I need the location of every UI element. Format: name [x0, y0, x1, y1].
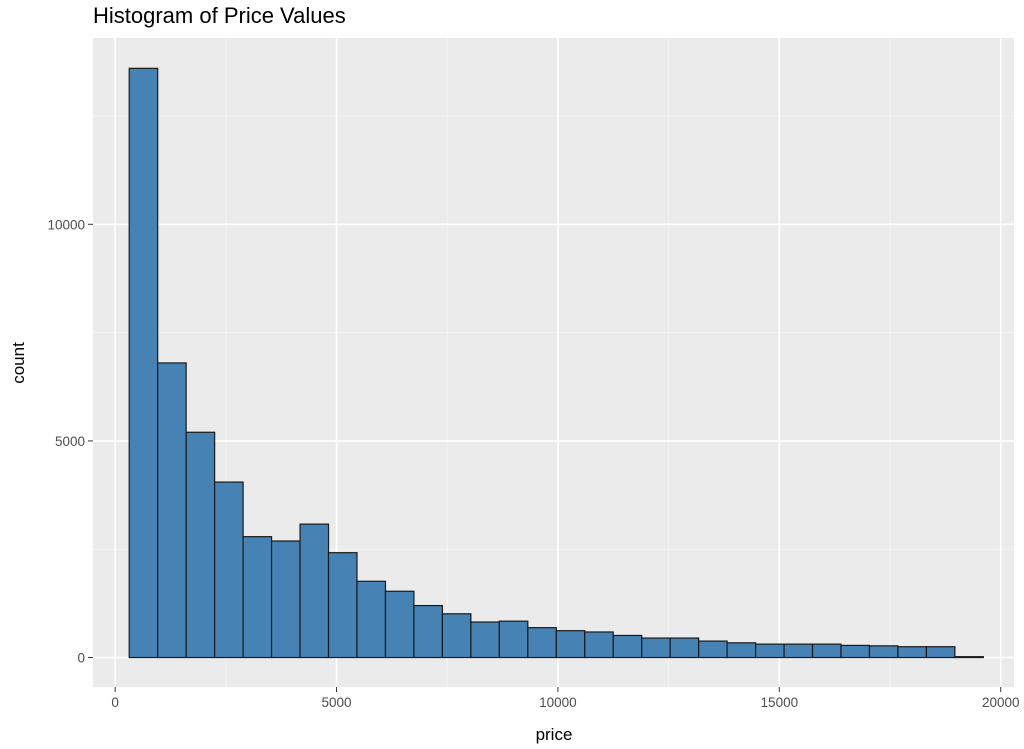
histogram-bar: [925, 646, 956, 659]
histogram-bar: [356, 580, 387, 659]
axes: 0 5000 10000 15000 20000 0 5000 10000: [47, 217, 1019, 710]
x-tick-label: 20000: [982, 695, 1020, 710]
histogram-bar: [270, 540, 301, 659]
histogram-bar: [128, 67, 159, 659]
histogram-bar: [555, 630, 586, 659]
y-axis-label: count: [9, 342, 28, 384]
histogram-bar: [185, 431, 216, 659]
histogram-bar: [527, 627, 557, 659]
histogram-bar: [783, 643, 814, 659]
histogram-bar: [669, 637, 700, 659]
histogram-bar: [441, 613, 472, 659]
chart-title: Histogram of Price Values: [93, 3, 346, 28]
y-tick-label: 5000: [55, 434, 85, 449]
histogram-bar: [811, 643, 842, 659]
histogram-bar: [384, 590, 415, 659]
histogram-bar: [698, 640, 728, 659]
histogram-bar: [868, 645, 899, 659]
x-tick-label: 0: [111, 695, 119, 710]
histogram-bar: [754, 643, 785, 659]
histogram-bar: [327, 552, 358, 659]
y-tick-label: 0: [77, 651, 85, 666]
histogram-bar: [612, 634, 643, 659]
x-tick-label: 5000: [322, 695, 352, 710]
y-tick-label: 10000: [47, 217, 85, 232]
histogram-bar: [470, 621, 500, 659]
x-tick-label: 10000: [539, 695, 577, 710]
bars: [128, 67, 984, 659]
histogram-bar: [584, 631, 614, 659]
x-tick-label: 15000: [761, 695, 799, 710]
x-axis-label: price: [536, 725, 573, 744]
gridlines: [93, 38, 1014, 687]
histogram-bar: [242, 536, 273, 659]
histogram-bar: [840, 644, 871, 659]
histogram-bar: [641, 637, 671, 659]
histogram-bar: [726, 642, 757, 659]
histogram-bar: [954, 656, 984, 659]
histogram-bar: [498, 620, 529, 659]
histogram-bar: [299, 523, 330, 659]
histogram-bar: [413, 604, 444, 659]
histogram-bar: [214, 481, 244, 659]
histogram-bar: [157, 362, 187, 659]
histogram-bar: [897, 646, 928, 659]
